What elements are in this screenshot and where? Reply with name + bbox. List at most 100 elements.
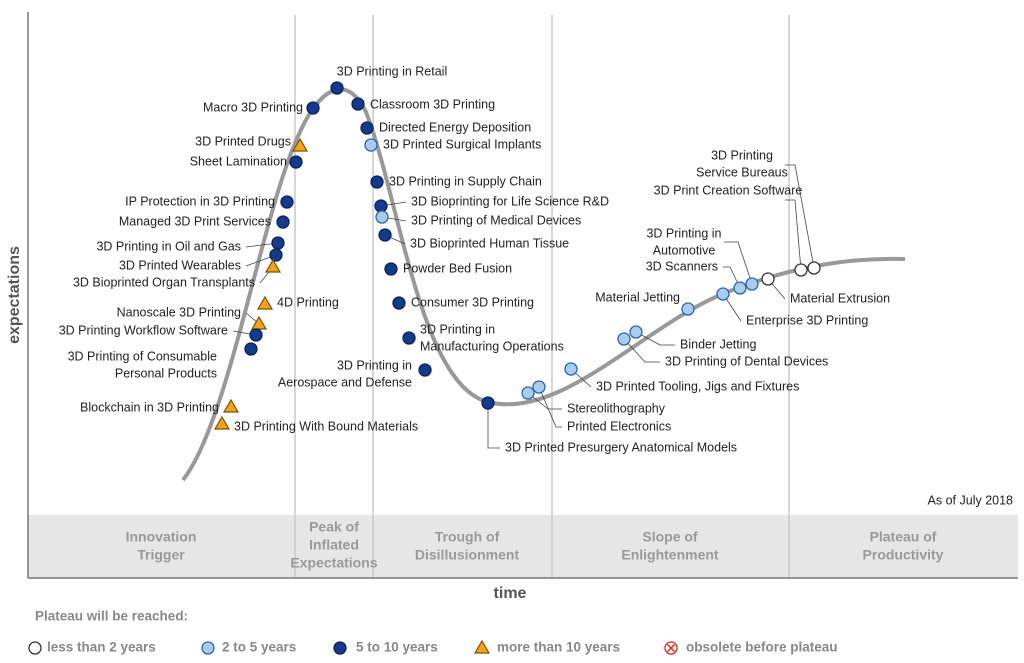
technology-label: 3D Scanners [646,259,718,273]
technology-marker [716,287,730,301]
technology-label: 3D Printed Tooling, Jigs and Fixtures [596,379,799,393]
technology-marker [244,342,258,356]
as-of-note: As of July 2018 [928,493,1014,507]
technology-marker [481,396,495,410]
technology-marker [276,215,290,229]
technology-marker [374,199,388,213]
technology-marker [330,81,344,95]
technology-marker [370,175,384,189]
technology-marker [375,210,389,224]
legend-label: more than 10 years [497,640,620,655]
technology-label: Personal Products [115,366,217,380]
legend-label: 5 to 10 years [356,640,438,655]
legend-label: 2 to 5 years [222,640,296,655]
phase-dividers [294,15,790,578]
phase-label: Inflated [309,537,359,553]
technology-label: 3D Bioprinting for Life Science R&D [411,194,609,208]
technology-marker [269,248,283,262]
technology-marker [364,138,378,152]
legend-label: obsolete before plateau [686,640,838,655]
phase-label: Expectations [290,555,377,571]
phase-label: Productivity [863,547,944,563]
technology-label: 3D Bioprinted Human Tissue [410,236,569,250]
technology-marker [249,328,263,342]
technology-label: Material Jetting [595,290,680,304]
phase-label: Slope of [642,529,698,545]
leader-line [785,199,802,271]
technology-label: 3D Printing of Consumable [68,349,217,363]
technology-label: 3D Printing in Supply Chain [389,174,542,188]
leader-line [635,331,675,346]
technology-marker [291,137,309,152]
technology-label: Classroom 3D Printing [370,97,495,111]
technology-label: 3D Printing in [646,226,721,240]
technology-label: 3D Printing in [420,322,495,336]
technology-label: IP Protection in 3D Printing [125,194,275,208]
technology-label: 3D Printing in Retail [337,64,447,78]
technology-marker [761,272,775,286]
technology-label: Manufacturing Operations [420,339,564,353]
technology-label: Printed Electronics [567,419,671,433]
legend-symbol-x [666,643,676,653]
leader-line [724,241,753,285]
technology-label: 3D Printing Workflow Software [59,323,228,337]
leader-line [785,164,815,269]
phase-label: Trough of [435,529,500,545]
technology-marker [384,262,398,276]
technology-label: 3D Printing of Dental Devices [665,354,828,368]
technology-marker [617,332,631,346]
technology-label: Enterprise 3D Printing [746,313,868,327]
technology-marker [250,315,268,330]
phase-label: Peak of [309,519,359,535]
legend-label: less than 2 years [47,640,156,655]
technology-label: Aerospace and Defense [278,375,412,389]
legend-symbol [201,641,215,655]
technology-marker [745,277,759,291]
technology-marker [794,263,808,277]
y-axis-label: expectations [6,246,23,344]
technology-marker [418,363,432,377]
technology-marker [360,121,374,135]
technology-label: Sheet Lamination [190,154,287,168]
technology-label: 3D Printing With Bound Materials [234,419,418,433]
technology-label: Service Bureaus [696,165,788,179]
technology-label: Binder Jetting [680,337,756,351]
leader-line [487,403,500,449]
legend-symbol [473,639,491,654]
technology-marker [681,302,695,316]
technology-label: Powder Bed Fusion [403,261,512,275]
technology-marker [222,398,240,413]
technology-label: Managed 3D Print Services [119,214,271,228]
technology-marker [532,380,546,394]
technology-label: 3D Printing of Medical Devices [411,213,581,227]
leader-line [723,266,741,289]
x-axis-label: time [494,585,527,602]
technology-marker [521,386,535,400]
technology-marker [271,236,285,250]
technology-marker [733,281,747,295]
technology-marker [306,101,320,115]
technology-label: Stereolithography [567,401,666,415]
legend-title: Plateau will be reached: [35,609,188,624]
technology-marker [280,195,294,209]
technology-label: 3D Printed Wearables [119,258,241,272]
technology-marker [213,415,231,430]
phase-label: Enlightenment [621,547,719,563]
phase-label: Plateau of [870,529,937,545]
technology-label: Nanoscale 3D Printing [117,305,241,319]
technology-label: 3D Printed Presurgery Anatomical Models [505,440,737,454]
leader-line [538,386,562,428]
legend-symbol [28,641,42,655]
phase-label: Innovation [126,529,197,545]
technology-label: 3D Printed Drugs [195,134,291,148]
phase-label: Trigger [137,547,185,563]
technology-label: Automotive [653,243,716,257]
technology-label: Material Extrusion [790,291,890,305]
technology-label: 3D Print Creation Software [654,183,803,197]
technology-label: 4D Printing [277,295,339,309]
technology-label: 3D Printing in Oil and Gas [96,239,241,253]
technology-marker [402,331,416,345]
technology-marker [264,258,282,273]
technology-marker [256,295,274,310]
